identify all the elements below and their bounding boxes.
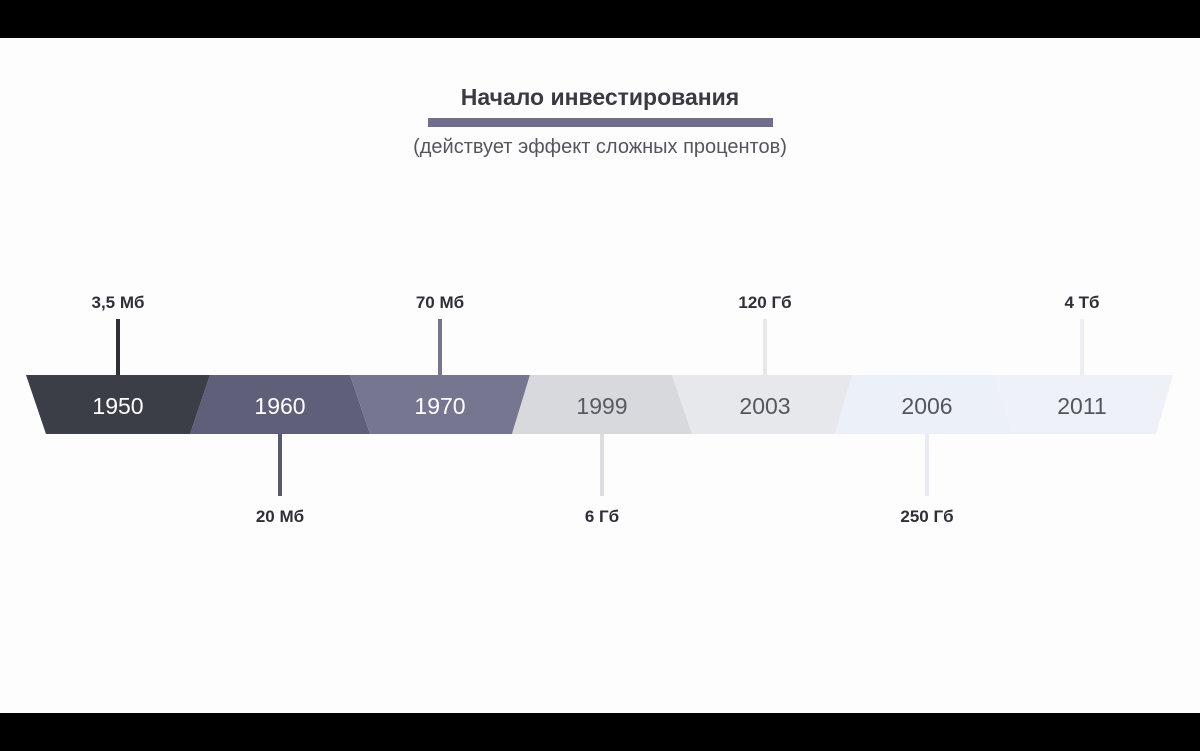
- year-label-2006: 2006: [901, 393, 952, 419]
- timeline-segment-1950: [26, 375, 210, 434]
- year-label-2011: 2011: [1057, 393, 1106, 419]
- capacity-label-2011: 4 Тб: [1064, 293, 1099, 312]
- marker-line-1970: [438, 319, 442, 375]
- capacity-label-1950: 3,5 Мб: [91, 293, 144, 312]
- timeline-segment-2011: [995, 375, 1173, 434]
- timeline-segment-2003: [672, 375, 852, 434]
- timeline-markers: 3,5 Мб 20 Мб 70 Мб 6 Гб 120 Гб 250 Гб 4 Тб: [91, 293, 1099, 526]
- year-label-1960: 1960: [254, 393, 305, 419]
- letterbox-top: [0, 0, 1200, 38]
- capacity-label-2006: 250 Гб: [900, 507, 953, 526]
- timeline-segment-1960: [190, 375, 370, 434]
- page-title: Начало инвестирования: [460, 84, 740, 110]
- marker-line-1950: [116, 319, 120, 375]
- timeline-segment-1970: [350, 375, 530, 434]
- year-label-2003: 2003: [739, 393, 790, 419]
- slide: Начало инвестирования (действует эффект …: [0, 38, 1200, 713]
- marker-line-2011: [1080, 319, 1084, 375]
- marker-line-1960: [278, 434, 282, 496]
- capacity-label-1999: 6 Гб: [585, 507, 619, 526]
- title-underline: [428, 118, 773, 127]
- capacity-label-2003: 120 Гб: [738, 293, 791, 312]
- capacity-label-1970: 70 Мб: [416, 293, 464, 312]
- year-label-1950: 1950: [92, 393, 143, 419]
- timeline-segment-2006: [835, 375, 1013, 434]
- marker-line-1999: [600, 434, 604, 496]
- marker-line-2006: [925, 434, 929, 496]
- capacity-label-1960: 20 Мб: [256, 507, 304, 526]
- letterbox-bottom: [0, 713, 1200, 751]
- year-label-1999: 1999: [576, 393, 627, 419]
- timeline-segment-1999: [512, 375, 692, 434]
- timeline: 1950 1960 1970 1999 2003 2006 2011 3,5 Мб 20 Мб…: [26, 293, 1173, 526]
- marker-line-2003: [763, 319, 767, 375]
- timeline-segments: 1950 1960 1970 1999 2003 2006 2011: [26, 375, 1173, 434]
- year-label-1970: 1970: [414, 393, 465, 419]
- page-subtitle: (действует эффект сложных процентов): [413, 136, 787, 158]
